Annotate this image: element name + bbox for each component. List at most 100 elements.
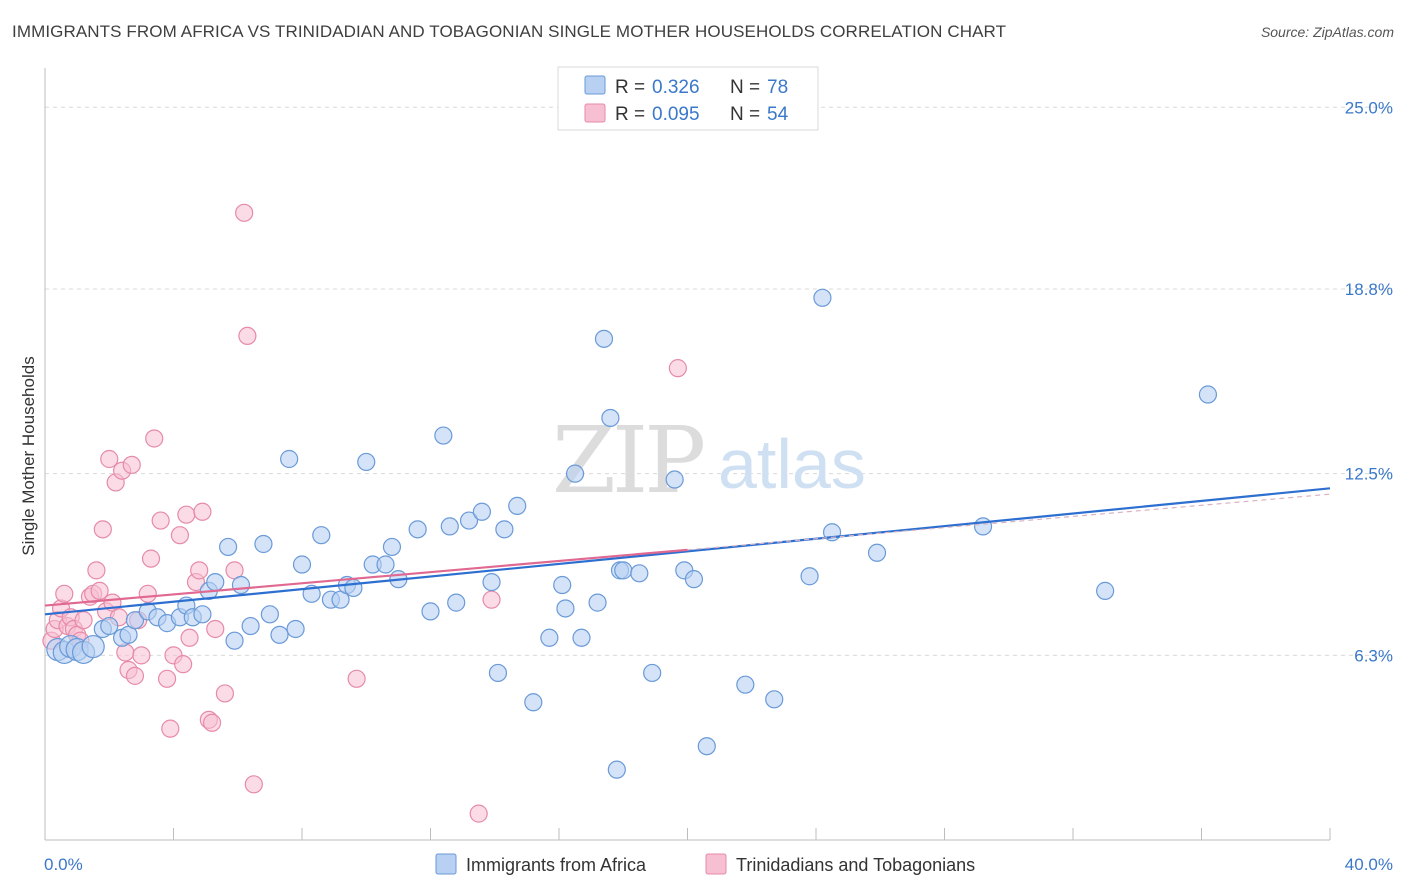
africa-point-57 <box>572 628 591 647</box>
africa-point-78 <box>1198 385 1218 404</box>
trinidadian-point-30 <box>145 429 164 448</box>
africa-point-23 <box>241 616 260 636</box>
trinidadian-point-53 <box>668 359 687 378</box>
africa-point-69 <box>697 737 716 756</box>
trinidadian-point-33 <box>161 719 180 738</box>
africa-point-39 <box>382 537 402 557</box>
x-tick-label-0: 0.0% <box>44 855 83 874</box>
legend-n-value-2: 54 <box>767 104 789 125</box>
x-tick-labels: 0.0% 40.0% <box>44 855 1393 874</box>
bottom-legend-swatch-pink <box>705 853 727 875</box>
trinidadian-point-4 <box>55 584 74 603</box>
africa-point-76 <box>973 517 993 536</box>
africa-point-58 <box>588 593 607 612</box>
africa-point-47 <box>472 502 491 521</box>
africa-point-29 <box>292 555 312 574</box>
africa-point-64 <box>630 564 649 583</box>
trinidadian-point-25 <box>125 666 145 685</box>
trinidadian-point-14 <box>90 581 109 600</box>
trinidadian-point-13 <box>87 561 106 580</box>
legend-r-label-1: R = <box>615 77 645 98</box>
trinidadian-point-35 <box>170 526 190 545</box>
africa-point-61 <box>607 760 626 779</box>
africa-trend-line <box>44 487 1331 616</box>
africa-point-26 <box>270 625 289 644</box>
trinidadian-point-41 <box>193 502 212 521</box>
africa-point-66 <box>665 470 684 489</box>
africa-point-36 <box>357 452 376 472</box>
legend-swatch-blue <box>584 75 606 95</box>
africa-point-46 <box>459 511 479 530</box>
trinidadian-point-28 <box>138 584 157 603</box>
trinidadian-point-31 <box>151 511 170 530</box>
axes <box>44 68 1331 841</box>
trinidadian-point-43 <box>202 713 222 732</box>
legend-n-value-1: 78 <box>767 77 788 98</box>
trinidadian-trend-line <box>44 548 688 607</box>
legend-n-label-2: N = <box>730 104 760 125</box>
africa-point-65 <box>643 663 662 683</box>
trinidadian-point-24 <box>122 455 141 474</box>
africa-point-5 <box>81 634 105 659</box>
legend-swatch-pink <box>584 103 606 123</box>
africa-point-42 <box>421 602 440 621</box>
africa-point-25 <box>260 605 279 624</box>
legend-n-label-1: N = <box>730 77 760 98</box>
africa-point-77 <box>1096 581 1115 600</box>
legend: R = 0.326 N = 78 R = 0.095 N = 54 <box>557 66 819 131</box>
trinidadian-point-52 <box>482 590 501 609</box>
africa-point-27 <box>280 449 299 469</box>
y-tick-label-2: 18.8% <box>1345 280 1393 299</box>
africa-point-31 <box>312 526 331 545</box>
trinidadian-point-40 <box>190 561 209 580</box>
africa-point-28 <box>286 619 305 639</box>
trinidadian-point-49 <box>244 775 263 794</box>
africa-point-17 <box>193 605 212 624</box>
africa-point-20 <box>219 537 238 557</box>
watermark: ZIP atlas <box>552 407 866 514</box>
legend-r-label-2: R = <box>615 104 645 125</box>
trinidadian-point-38 <box>180 628 199 647</box>
africa-point-71 <box>765 690 784 709</box>
bottom-legend: Immigrants from Africa Trinidadians and … <box>435 853 975 875</box>
africa-point-60 <box>601 408 620 428</box>
y-tick-label-1: 12.5% <box>1345 465 1393 484</box>
africa-point-44 <box>440 517 459 536</box>
trinidadian-point-17 <box>100 449 119 469</box>
chart-title: IMMIGRANTS FROM AFRICA VS TRINIDADIAN AN… <box>12 22 1007 41</box>
africa-point-75 <box>867 543 887 562</box>
y-axis-title: Single Mother Households <box>19 356 38 555</box>
trinidadian-point-10 <box>74 611 93 630</box>
y-tick-labels: 6.3% 12.5% 18.8% 25.0% <box>1345 98 1393 665</box>
trinidadian-point-44 <box>206 619 225 639</box>
trinidadian-point-51 <box>469 804 488 823</box>
africa-point-41 <box>408 520 427 539</box>
africa-point-10 <box>125 611 145 630</box>
source-note: Source: ZipAtlas.com <box>1260 24 1394 40</box>
africa-point-35 <box>344 578 363 598</box>
trinidadian-point-32 <box>157 669 177 688</box>
africa-point-43 <box>434 426 453 445</box>
y-tick-label-3: 25.0% <box>1345 98 1393 117</box>
africa-point-56 <box>565 464 585 483</box>
legend-r-value-2: 0.095 <box>652 104 700 125</box>
x-tick-label-1: 40.0% <box>1345 855 1393 874</box>
trinidadian-point-37 <box>177 505 196 524</box>
trinidadian-point-22 <box>116 643 135 662</box>
y-tick-label-0: 6.3% <box>1354 646 1393 665</box>
bottom-legend-label-africa: Immigrants from Africa <box>466 855 647 875</box>
africa-point-59 <box>594 329 614 348</box>
africa-point-19 <box>206 572 225 592</box>
africa-point-38 <box>376 555 395 574</box>
africa-point-51 <box>508 496 527 515</box>
bottom-legend-label-trinidadian: Trinidadians and Tobagonians <box>736 855 975 875</box>
trinidadian-point-45 <box>215 684 234 703</box>
trinidadian-point-29 <box>141 549 161 568</box>
africa-point-45 <box>447 593 466 612</box>
trinidadian-point-36 <box>174 655 193 674</box>
trend-lines <box>44 487 1331 616</box>
trinidadian-point-27 <box>132 646 151 665</box>
africa-point-72 <box>800 567 819 586</box>
africa-point-70 <box>736 675 755 694</box>
